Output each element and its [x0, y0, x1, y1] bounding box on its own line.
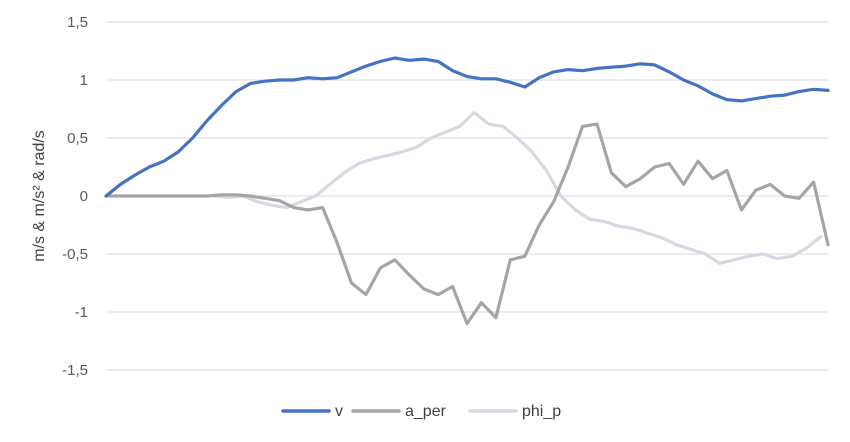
y-axis-title: m/s & m/s² & rad/s: [31, 130, 48, 262]
y-tick-label: 0: [80, 188, 88, 205]
series-line-a-per: [104, 122, 830, 326]
y-tick-label: -0,5: [62, 246, 88, 263]
legend-label-a-per: a_per: [405, 403, 447, 420]
y-tick-label: 1,5: [67, 14, 88, 31]
y-tick-label: 1: [80, 72, 88, 89]
series-line-v: [104, 56, 830, 198]
y-tick-label: 0,5: [67, 130, 88, 147]
y-tick-label: -1: [75, 304, 88, 321]
legend-label-phi-p: phi_p: [522, 403, 561, 420]
legend: v a_per phi_p: [281, 403, 561, 420]
y-axis-tick-labels: 1,5 1 0,5 0 -0,5 -1 -1,5: [62, 14, 88, 379]
legend-label-v: v: [335, 403, 343, 420]
series-lines: [104, 56, 830, 326]
y-tick-label: -1,5: [62, 362, 88, 379]
series-line-phi-p: [212, 110, 823, 265]
